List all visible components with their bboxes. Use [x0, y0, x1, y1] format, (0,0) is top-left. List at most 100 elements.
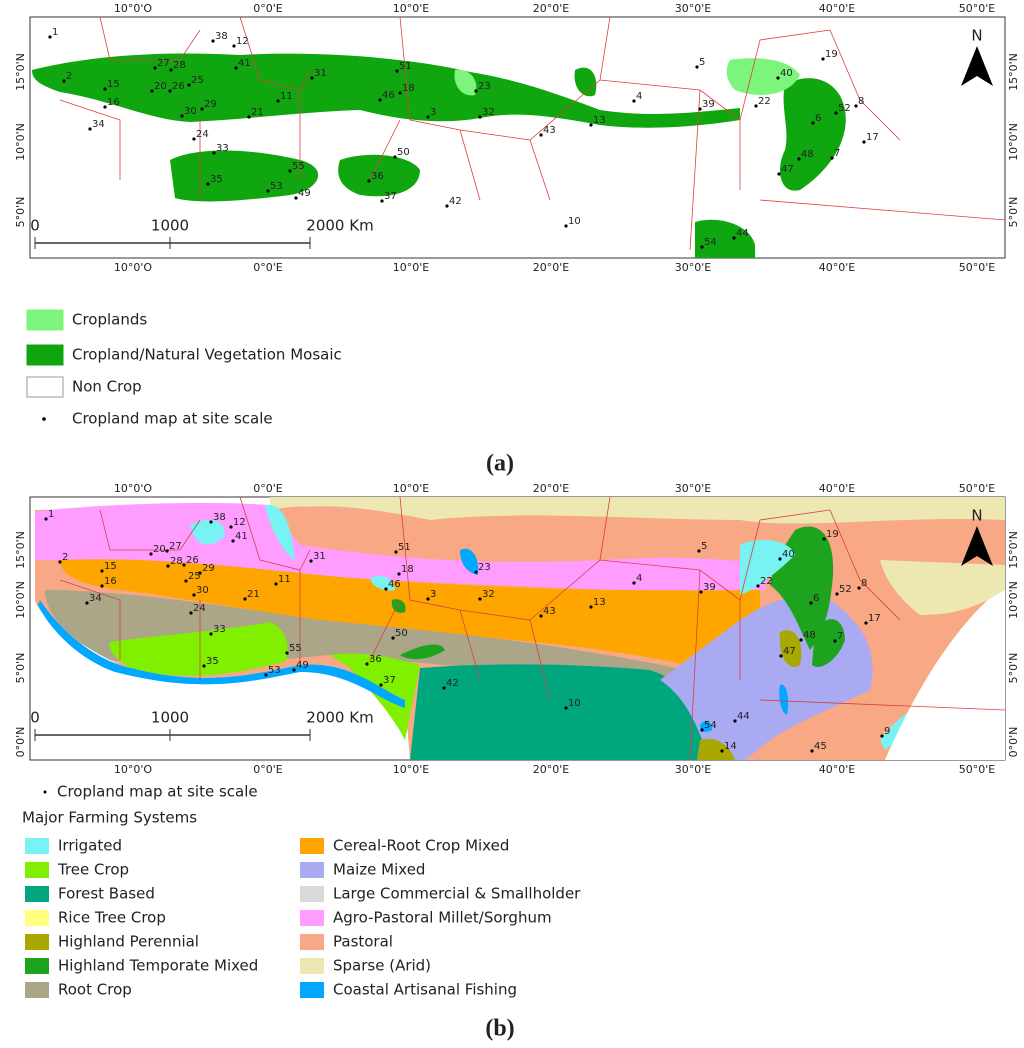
lon-label: 40°0'E	[819, 482, 856, 495]
site-label: 39	[703, 582, 716, 593]
site-dot	[697, 549, 701, 553]
map-a	[29, 16, 1006, 259]
site-dot	[733, 719, 737, 723]
legend-dot	[42, 417, 46, 421]
site-label: 1	[48, 509, 54, 520]
site-dot	[149, 552, 153, 556]
site-dot	[168, 89, 172, 93]
site-dot	[288, 169, 292, 173]
site-dot	[166, 564, 170, 568]
site-dot	[100, 584, 104, 588]
site-dot	[880, 734, 884, 738]
site-dot	[754, 104, 758, 108]
site-label: 26	[186, 555, 199, 566]
site-dot	[206, 182, 210, 186]
site-dot	[632, 99, 636, 103]
site-dot	[276, 99, 280, 103]
site-dot	[165, 549, 169, 553]
site-dot	[231, 539, 235, 543]
site-label: 30	[196, 585, 209, 596]
lon-label: 20°0'E	[533, 261, 570, 274]
lon-label: 0°0'E	[253, 482, 283, 495]
legend-label: Agro-Pastoral Millet/Sorghum	[333, 909, 552, 927]
lon-label: 0°0'E	[253, 261, 283, 274]
site-dot	[779, 654, 783, 658]
site-label: 45	[814, 741, 827, 752]
site-dot	[426, 115, 430, 119]
site-label: 2	[62, 552, 68, 563]
site-label: 33	[216, 143, 229, 154]
site-dot	[229, 525, 233, 529]
cropland-mosaic	[574, 67, 597, 97]
site-dot	[212, 151, 216, 155]
lat-label: 5°0'N	[1007, 197, 1020, 228]
legend-swatch	[300, 982, 324, 998]
site-dot	[539, 133, 543, 137]
site-label: 46	[382, 90, 395, 101]
site-label: 42	[449, 196, 462, 207]
site-dot	[85, 601, 89, 605]
site-label: 21	[251, 107, 264, 118]
site-label: 44	[736, 228, 749, 239]
site-label: 36	[369, 654, 382, 665]
site-dot	[442, 686, 446, 690]
site-label: 4	[636, 91, 642, 102]
site-dot	[391, 636, 395, 640]
lat-label: 5°0'N	[14, 197, 27, 228]
site-dot	[478, 115, 482, 119]
site-dot	[187, 83, 191, 87]
site-dot	[232, 44, 236, 48]
site-dot	[264, 673, 268, 677]
site-dot	[200, 107, 204, 111]
legend-swatch	[300, 838, 324, 854]
site-label: 10	[568, 216, 581, 227]
site-dot	[380, 199, 384, 203]
caption: (a)	[486, 451, 514, 477]
site-dot	[88, 127, 92, 131]
site-label: 24	[196, 129, 209, 140]
lon-label: 40°0'E	[819, 2, 856, 15]
site-label: 40	[780, 68, 793, 79]
site-dot	[379, 683, 383, 687]
legend-swatch	[26, 376, 64, 398]
site-label: 15	[107, 79, 120, 90]
site-dot	[310, 76, 314, 80]
site-label: 13	[593, 597, 606, 608]
country-borders	[59, 16, 1006, 251]
site-dot	[830, 156, 834, 160]
legend-swatch	[300, 934, 324, 950]
site-label: 52	[839, 584, 852, 595]
site-dot	[192, 593, 196, 597]
site-dot	[211, 39, 215, 43]
site-dot	[809, 601, 813, 605]
lon-label: 0°0'E	[253, 2, 283, 15]
site-label: 36	[371, 171, 384, 182]
site-dot	[294, 196, 298, 200]
caption: (b)	[485, 1016, 514, 1042]
site-label: 17	[868, 613, 881, 624]
legend-label: Cropland map at site scale	[57, 783, 258, 801]
site-dot	[202, 664, 206, 668]
site-dot	[266, 189, 270, 193]
highland-temporate-zone	[391, 526, 845, 668]
site-label: 50	[395, 628, 408, 639]
site-dot	[243, 597, 247, 601]
site-dot	[589, 605, 593, 609]
lon-label: 10°0'E	[393, 2, 430, 15]
site-label: 48	[803, 630, 816, 641]
site-label: 6	[813, 593, 819, 604]
site-dot	[699, 590, 703, 594]
legend-swatch	[26, 344, 64, 366]
legend-label: Root Crop	[58, 981, 132, 999]
site-dot	[103, 105, 107, 109]
site-dot	[732, 236, 736, 240]
site-label: 43	[543, 125, 556, 136]
site-label: 3	[430, 589, 436, 600]
scale-label: 0	[30, 217, 40, 235]
site-label: 20	[154, 81, 167, 92]
site-dot	[397, 572, 401, 576]
site-label: 11	[278, 574, 291, 585]
site-dot	[834, 111, 838, 115]
legend-label: Tree Crop	[57, 861, 129, 879]
site-label: 38	[213, 512, 226, 523]
